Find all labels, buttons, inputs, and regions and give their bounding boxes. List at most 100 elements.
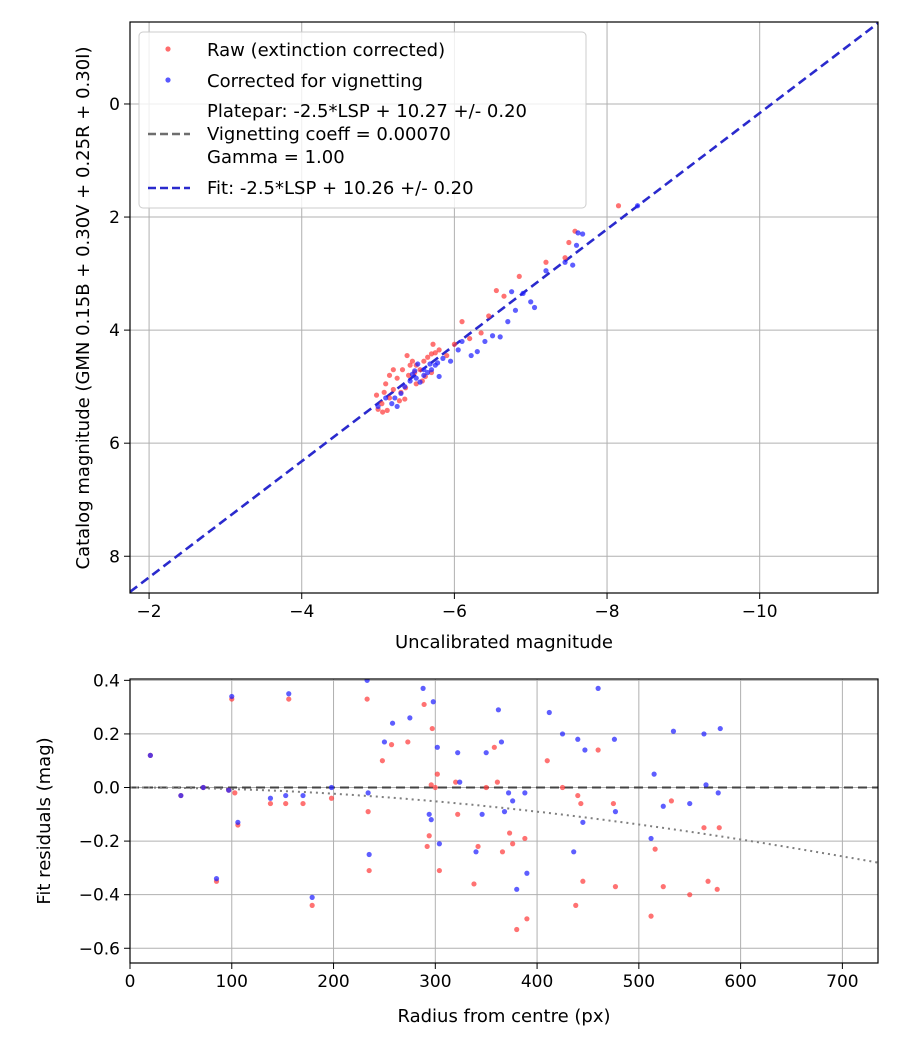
bottom-point-raw <box>300 800 306 807</box>
bottom-point-corrected <box>178 792 184 799</box>
top-point-corrected <box>413 375 419 381</box>
top-point-corrected <box>489 333 496 339</box>
top-point-raw <box>451 341 457 347</box>
top-point-raw <box>399 367 406 373</box>
bottom-point-corrected <box>498 739 505 745</box>
top-x-tick-label: −8 <box>595 602 620 622</box>
bottom-point-corrected <box>430 699 436 705</box>
top-point-raw <box>467 335 473 342</box>
top-point-raw <box>501 293 507 299</box>
bottom-y-tick-label: −0.6 <box>79 939 120 959</box>
bottom-point-corrected <box>147 752 153 758</box>
top-point-raw <box>394 375 400 381</box>
top-point-raw <box>432 350 438 356</box>
bottom-point-corrected <box>575 736 581 742</box>
top-point-corrected <box>570 262 576 268</box>
bottom-point-corrected <box>514 886 520 892</box>
top-point-corrected <box>375 403 381 410</box>
top-point-corrected <box>634 203 641 209</box>
top-point-raw <box>444 352 450 359</box>
bottom-axis-ticks: 0 100 200 300 400 500 600 700 0.4 0.2 0.0 −0.2 −0.4 −… <box>79 671 859 992</box>
bottom-point-raw <box>648 913 654 919</box>
bottom-point-raw <box>575 792 581 799</box>
legend-raw-marker <box>165 46 171 52</box>
bottom-point-raw <box>405 739 411 745</box>
top-point-raw <box>386 395 393 401</box>
top-point-raw <box>380 409 386 415</box>
bottom-point-raw <box>432 784 438 791</box>
top-point-raw <box>459 319 465 325</box>
top-point-corrected <box>573 242 580 248</box>
top-point-raw <box>404 352 410 359</box>
top-point-corrected <box>417 379 423 385</box>
top-x-tick-label: −4 <box>289 602 314 622</box>
top-point-raw <box>390 386 396 393</box>
bottom-point-corrected <box>229 693 235 700</box>
bottom-x-tick-label: 300 <box>419 972 451 992</box>
bottom-point-corrected <box>495 707 502 713</box>
bottom-point-corrected <box>365 790 371 796</box>
top-plot-frame <box>129 21 879 594</box>
residuals-plot: 0 100 200 300 400 500 600 700 0.4 0.2 0.0 −0.2 −0.4 −… <box>34 671 879 1027</box>
top-point-corrected <box>392 395 398 401</box>
bottom-point-raw <box>668 798 675 804</box>
bottom-point-corrected <box>717 725 723 732</box>
bottom-point-raw <box>612 884 619 890</box>
top-point-corrected <box>531 304 538 311</box>
bottom-point-raw <box>424 843 430 850</box>
top-point-raw <box>516 273 522 280</box>
top-point-raw <box>373 392 380 398</box>
bottom-y-tick-label: 0.2 <box>93 725 120 745</box>
top-point-raw <box>402 396 408 402</box>
top-point-raw <box>384 407 390 413</box>
bottom-point-raw <box>379 758 385 764</box>
bottom-point-corrected <box>505 790 512 796</box>
bottom-point-raw <box>494 779 500 785</box>
top-point-raw <box>383 381 389 387</box>
bottom-point-corrected <box>522 790 528 796</box>
bottom-point-corrected <box>660 803 666 809</box>
top-point-corrected <box>394 403 400 410</box>
bottom-point-raw <box>267 800 274 807</box>
bottom-point-corrected <box>213 876 220 882</box>
bottom-point-raw <box>522 835 528 842</box>
bottom-point-raw <box>453 779 459 785</box>
bottom-point-corrected <box>648 835 654 842</box>
bottom-point-corrected <box>483 750 489 756</box>
top-x-tick-label: −10 <box>742 602 778 622</box>
top-fit-lines <box>130 22 878 593</box>
bottom-point-corrected <box>366 851 372 858</box>
top-point-corrected <box>436 373 442 380</box>
bottom-point-raw <box>455 811 461 817</box>
bottom-point-corrected <box>670 728 677 734</box>
top-point-corrected <box>505 319 511 325</box>
top-point-corrected <box>383 395 389 401</box>
bottom-point-raw <box>328 795 335 801</box>
top-point-raw <box>493 287 499 294</box>
top-point-raw <box>407 362 413 368</box>
top-point-corrected <box>434 360 441 366</box>
top-point-corrected <box>398 390 404 397</box>
bottom-point-corrected <box>389 720 396 726</box>
bottom-point-raw <box>365 809 371 815</box>
top-point-corrected <box>509 289 515 295</box>
bottom-point-corrected <box>479 811 485 817</box>
bottom-point-raw <box>514 926 520 933</box>
bottom-point-corrected <box>309 894 315 900</box>
bottom-point-raw <box>544 758 550 764</box>
top-x-tick-label: −6 <box>442 602 467 622</box>
legend-gamma-label: Gamma = 1.00 <box>207 147 345 168</box>
legend-fit-label: Fit: -2.5*LSP + 10.26 +/- 0.20 <box>207 178 474 199</box>
bottom-point-corrected <box>455 750 461 756</box>
bottom-point-corrected <box>428 817 434 823</box>
top-point-raw <box>409 358 416 364</box>
legend-platepar-label: Platepar: -2.5*LSP + 10.27 +/- 0.20 <box>207 101 527 122</box>
bottom-point-raw <box>714 886 720 892</box>
bottom-y-tick-label: 0.4 <box>93 671 120 691</box>
top-y-tick-label: 6 <box>109 434 120 454</box>
legend: Raw (extinction corrected) Corrected for… <box>138 31 587 209</box>
bottom-point-raw <box>286 696 292 702</box>
top-point-raw <box>436 347 442 353</box>
bottom-point-corrected <box>546 709 552 716</box>
bottom-point-raw <box>475 843 481 850</box>
